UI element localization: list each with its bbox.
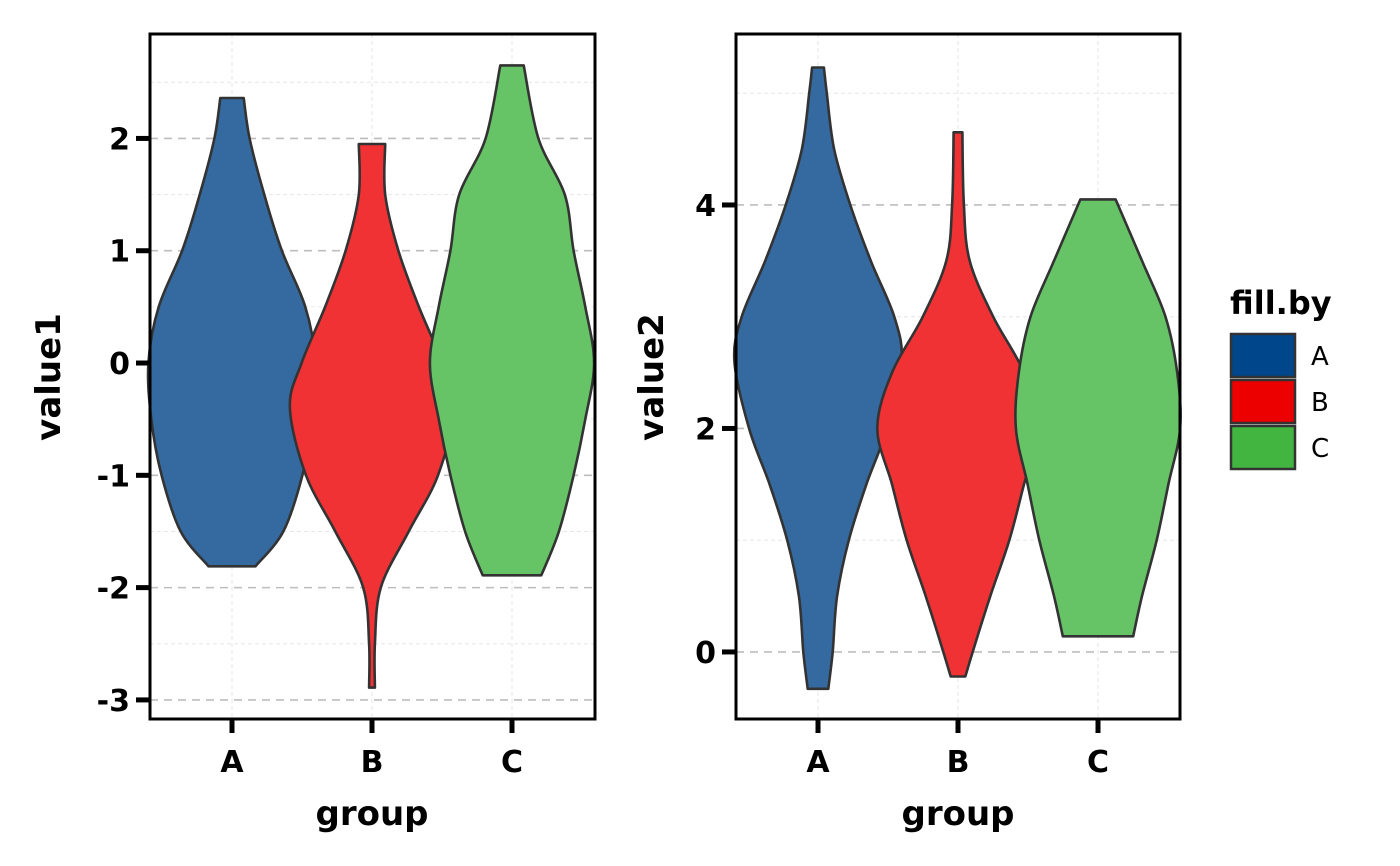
y-tick-label: 2 [109, 122, 130, 157]
x-tick-label: B [947, 745, 970, 780]
violins [732, 66, 1182, 691]
violin-C [1014, 198, 1182, 638]
y-axis: 2 1 0 -1 -2 -3 [97, 122, 150, 719]
violin-B [288, 142, 456, 689]
y-axis: 4 2 0 [695, 189, 736, 671]
panel-value2: 4 2 0 A B C group value2 [632, 32, 1182, 834]
legend-swatch-A [1229, 332, 1297, 379]
y-tick-label: -1 [97, 459, 130, 494]
legend-label-B: B [1311, 388, 1329, 418]
y-tick-label: 2 [695, 412, 716, 447]
legend-swatch-B [1229, 378, 1297, 425]
x-tick-label: A [806, 745, 830, 780]
panel-value1: 2 1 0 -1 -2 -3 A B C group value1 [29, 32, 597, 834]
x-tick-label: B [361, 745, 384, 780]
legend: fill.by ABC [1229, 284, 1332, 471]
legend-swatch-C [1229, 424, 1297, 471]
y-tick-label: 0 [695, 636, 716, 671]
violin-C [428, 64, 596, 577]
y-tick-label: 1 [109, 235, 130, 270]
x-tick-label: C [1087, 745, 1109, 780]
legend-title: fill.by [1230, 284, 1332, 322]
y-tick-label: -3 [97, 684, 130, 719]
x-axis-title: group [315, 794, 428, 834]
violin-A [732, 66, 904, 691]
y-axis-title: value1 [29, 313, 69, 441]
legend-label-A: A [1311, 342, 1329, 372]
violin-B [876, 131, 1040, 678]
y-tick-label: 4 [695, 189, 716, 224]
y-tick-label: -2 [97, 572, 130, 607]
x-axis-title: group [901, 794, 1014, 834]
y-tick-label: 0 [109, 347, 130, 382]
x-tick-label: A [220, 745, 244, 780]
violins [146, 64, 596, 689]
x-axis: A B C [220, 719, 523, 780]
legend-label-C: C [1311, 434, 1329, 464]
y-axis-title: value2 [632, 313, 672, 441]
x-axis: A B C [806, 719, 1109, 780]
x-tick-label: C [501, 745, 523, 780]
